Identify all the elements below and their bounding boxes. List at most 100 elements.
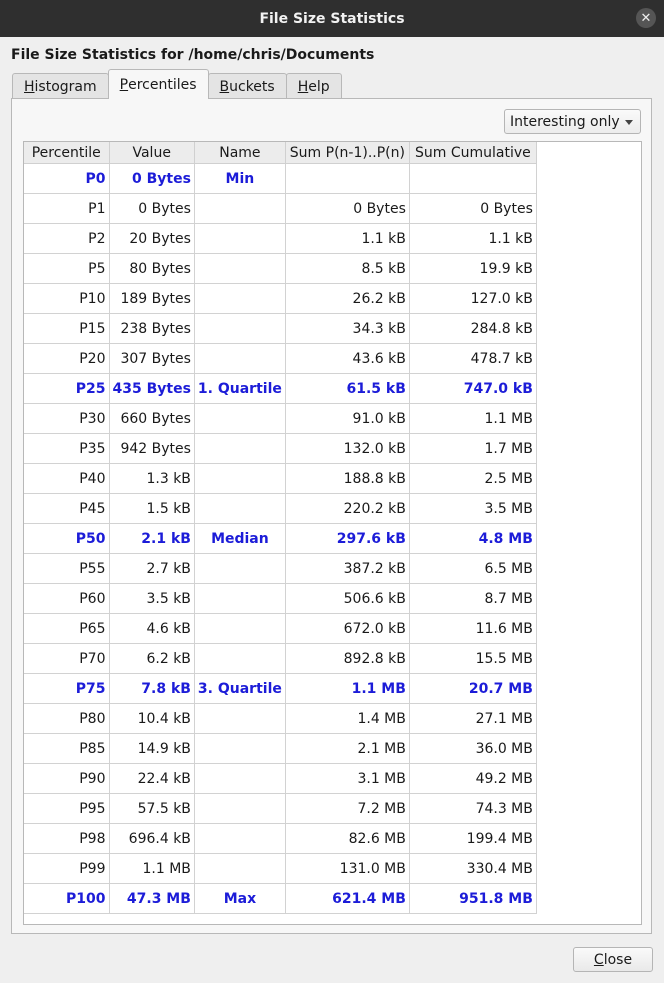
table-row[interactable]: P90 22.4 kB 3.1 MB 49.2 MB — [24, 763, 537, 794]
cell-cumulative: 1.7 MB — [409, 433, 537, 464]
percentiles-table: Percentile Value Name Sum P(n-1)..P(n) S… — [24, 142, 537, 914]
percentiles-panel: Interesting only Percentile Value Name S… — [11, 98, 652, 934]
table-row[interactable]: P25 435 Bytes 1. Quartile 61.5 kB 747.0 kB — [24, 373, 537, 404]
cell-cumulative: 478.7 kB — [409, 343, 537, 374]
cell-value: 189 Bytes — [109, 283, 195, 314]
cell-cumulative: 951.8 MB — [409, 883, 537, 914]
cell-value: 2.7 kB — [109, 553, 195, 584]
window-title: File Size Statistics — [259, 10, 405, 27]
cell-value: 307 Bytes — [109, 343, 195, 374]
cell-sum: 387.2 kB — [285, 553, 410, 584]
cell-name — [194, 463, 286, 494]
cell-name — [194, 643, 286, 674]
cell-sum: 1.1 kB — [285, 223, 410, 254]
cell-percentile: P5 — [24, 253, 110, 284]
table-row[interactable]: P1 0 Bytes 0 Bytes 0 Bytes — [24, 193, 537, 224]
cell-percentile: P20 — [24, 343, 110, 374]
cell-cumulative: 3.5 MB — [409, 493, 537, 524]
table-header-row: Percentile Value Name Sum P(n-1)..P(n) S… — [24, 142, 537, 164]
table-row[interactable]: P2 20 Bytes 1.1 kB 1.1 kB — [24, 223, 537, 254]
percentiles-table-container[interactable]: Percentile Value Name Sum P(n-1)..P(n) S… — [23, 141, 642, 925]
cell-percentile: P15 — [24, 313, 110, 344]
cell-percentile: P99 — [24, 853, 110, 884]
cell-value: 7.8 kB — [109, 673, 195, 704]
table-row[interactable]: P50 2.1 kB Median 297.6 kB 4.8 MB — [24, 523, 537, 554]
cell-sum: 892.8 kB — [285, 643, 410, 674]
table-row[interactable]: P100 47.3 MB Max 621.4 MB 951.8 MB — [24, 883, 537, 914]
cell-percentile: P90 — [24, 763, 110, 794]
column-header-name[interactable]: Name — [194, 142, 286, 164]
table-row[interactable]: P85 14.9 kB 2.1 MB 36.0 MB — [24, 733, 537, 764]
cell-sum: 82.6 MB — [285, 823, 410, 854]
cell-name — [194, 793, 286, 824]
table-row[interactable]: P10 189 Bytes 26.2 kB 127.0 kB — [24, 283, 537, 314]
cell-name: Min — [194, 163, 286, 194]
cell-value: 0 Bytes — [109, 193, 195, 224]
table-row[interactable]: P35 942 Bytes 132.0 kB 1.7 MB — [24, 433, 537, 464]
cell-name — [194, 763, 286, 794]
column-header-value[interactable]: Value — [109, 142, 195, 164]
cell-percentile: P85 — [24, 733, 110, 764]
cell-value: 57.5 kB — [109, 793, 195, 824]
cell-value: 1.3 kB — [109, 463, 195, 494]
cell-value: 20 Bytes — [109, 223, 195, 254]
cell-name: Max — [194, 883, 286, 914]
column-header-cumulative[interactable]: Sum Cumulative — [409, 142, 537, 164]
table-row[interactable]: P75 7.8 kB 3. Quartile 1.1 MB 20.7 MB — [24, 673, 537, 704]
table-row[interactable]: P65 4.6 kB 672.0 kB 11.6 MB — [24, 613, 537, 644]
cell-percentile: P45 — [24, 493, 110, 524]
cell-percentile: P65 — [24, 613, 110, 644]
table-row[interactable]: P98 696.4 kB 82.6 MB 199.4 MB — [24, 823, 537, 854]
cell-sum: 3.1 MB — [285, 763, 410, 794]
table-row[interactable]: P55 2.7 kB 387.2 kB 6.5 MB — [24, 553, 537, 584]
table-row[interactable]: P95 57.5 kB 7.2 MB 74.3 MB — [24, 793, 537, 824]
cell-sum: 43.6 kB — [285, 343, 410, 374]
cell-name: 1. Quartile — [194, 373, 286, 404]
cell-percentile: P40 — [24, 463, 110, 494]
cell-name: 3. Quartile — [194, 673, 286, 704]
filter-select[interactable]: Interesting only — [504, 109, 641, 134]
table-row[interactable]: P70 6.2 kB 892.8 kB 15.5 MB — [24, 643, 537, 674]
cell-value: 3.5 kB — [109, 583, 195, 614]
cell-percentile: P10 — [24, 283, 110, 314]
cell-percentile: P98 — [24, 823, 110, 854]
cell-cumulative: 1.1 MB — [409, 403, 537, 434]
cell-name — [194, 553, 286, 584]
table-row[interactable]: P40 1.3 kB 188.8 kB 2.5 MB — [24, 463, 537, 494]
cell-cumulative: 11.6 MB — [409, 613, 537, 644]
cell-name — [194, 433, 286, 464]
cell-cumulative: 330.4 MB — [409, 853, 537, 884]
chevron-down-icon — [625, 120, 633, 125]
cell-sum: 188.8 kB — [285, 463, 410, 494]
filter-select-value: Interesting only — [510, 113, 620, 130]
table-row[interactable]: P80 10.4 kB 1.4 MB 27.1 MB — [24, 703, 537, 734]
cell-cumulative: 6.5 MB — [409, 553, 537, 584]
title-bar: File Size Statistics ✕ — [0, 0, 664, 37]
cell-name — [194, 343, 286, 374]
table-row[interactable]: P45 1.5 kB 220.2 kB 3.5 MB — [24, 493, 537, 524]
cell-name — [194, 313, 286, 344]
cell-cumulative: 127.0 kB — [409, 283, 537, 314]
table-row[interactable]: P0 0 Bytes Min — [24, 163, 537, 194]
table-row[interactable]: P20 307 Bytes 43.6 kB 478.7 kB — [24, 343, 537, 374]
cell-sum: 7.2 MB — [285, 793, 410, 824]
cell-name — [194, 703, 286, 734]
table-row[interactable]: P15 238 Bytes 34.3 kB 284.8 kB — [24, 313, 537, 344]
cell-name — [194, 823, 286, 854]
table-row[interactable]: P60 3.5 kB 506.6 kB 8.7 MB — [24, 583, 537, 614]
table-row[interactable]: P30 660 Bytes 91.0 kB 1.1 MB — [24, 403, 537, 434]
column-header-sum[interactable]: Sum P(n-1)..P(n) — [285, 142, 410, 164]
cell-sum: 34.3 kB — [285, 313, 410, 344]
cell-cumulative: 27.1 MB — [409, 703, 537, 734]
close-icon[interactable]: ✕ — [636, 8, 656, 28]
column-header-percentile[interactable]: Percentile — [24, 142, 110, 164]
cell-cumulative: 284.8 kB — [409, 313, 537, 344]
cell-cumulative — [409, 163, 537, 194]
table-row[interactable]: P99 1.1 MB 131.0 MB 330.4 MB — [24, 853, 537, 884]
table-row[interactable]: P5 80 Bytes 8.5 kB 19.9 kB — [24, 253, 537, 284]
